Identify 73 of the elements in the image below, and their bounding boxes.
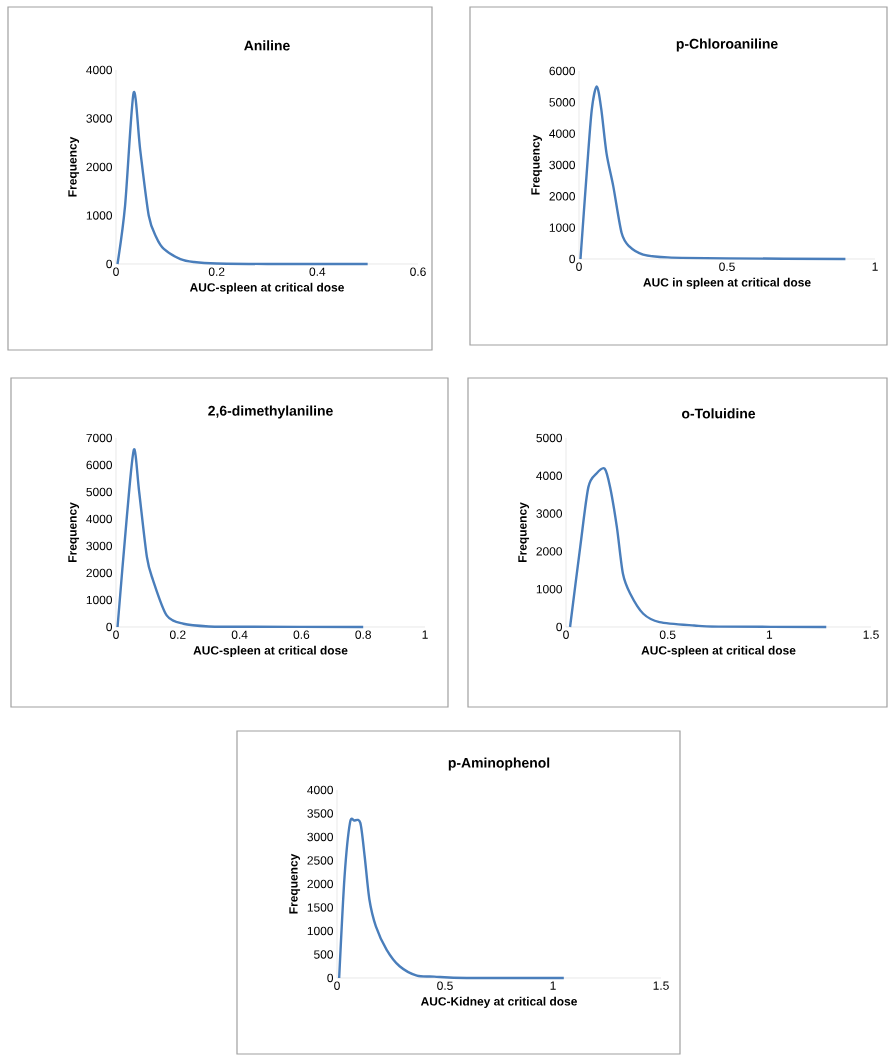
y-tick-label: 5000	[536, 433, 563, 443]
line-series	[579, 85, 847, 261]
chart-title: p-Chloroaniline	[676, 38, 778, 52]
y-tick-label: 3000	[307, 832, 334, 842]
y-tick-label: 0	[569, 254, 576, 264]
line-series	[568, 467, 828, 629]
x-tick-label: 0.2	[169, 630, 186, 639]
x-tick-label: 0.6	[293, 630, 310, 639]
y-tick-label: 3000	[86, 541, 113, 551]
chart-title: p-Aminophenol	[448, 757, 550, 771]
x-tick-label: 0.5	[719, 262, 735, 271]
y-tick-label: 4000	[86, 65, 113, 75]
x-axis-title: AUC in spleen at critical dose	[643, 277, 811, 289]
y-tick-label: 0	[327, 973, 334, 983]
x-axis-title: AUC-spleen at critical dose	[193, 645, 348, 657]
y-tick-label: 3000	[549, 160, 576, 170]
y-tick-label: 2000	[86, 568, 113, 578]
y-tick-label: 7000	[86, 433, 113, 443]
y-tick-label: 6000	[86, 460, 113, 470]
y-tick-label: 1000	[549, 223, 576, 232]
x-tick-label: 1.5	[653, 981, 669, 990]
x-tick-label: 0.6	[410, 267, 426, 276]
y-tick-label: 5000	[549, 98, 576, 107]
y-tick-label: 500	[314, 950, 334, 959]
y-axis-title: Frequency	[68, 136, 80, 197]
y-tick-label: 2000	[86, 162, 113, 172]
y-tick-label: 2000	[536, 547, 563, 556]
y-axis-title: Frequency	[518, 502, 530, 562]
x-tick-label: 1	[550, 981, 556, 990]
y-axis-title: Frequency	[289, 853, 301, 914]
y-tick-label: 3000	[86, 114, 113, 123]
x-tick-label: 0	[113, 267, 119, 276]
x-axis-title: AUC-spleen at critical dose	[641, 645, 796, 657]
y-tick-label: 3500	[307, 809, 334, 818]
x-tick-label: 0.4	[231, 630, 248, 639]
y-tick-label: 1500	[307, 903, 334, 912]
x-tick-label: 1	[766, 630, 773, 639]
x-tick-label: 0	[576, 262, 582, 271]
x-axis-title: AUC-Kidney at critical dose	[420, 996, 577, 1008]
x-tick-label: 0.4	[309, 267, 326, 276]
x-tick-label: 0.5	[659, 630, 676, 639]
y-tick-label: 4000	[307, 785, 334, 795]
x-tick-label: 0	[334, 981, 340, 990]
y-tick-label: 1000	[86, 211, 113, 220]
x-tick-label: 1.5	[863, 630, 879, 639]
y-tick-label: 2000	[307, 879, 334, 889]
y-tick-label: 2500	[307, 856, 334, 865]
x-tick-label: 0.5	[437, 981, 453, 990]
line-series	[116, 448, 365, 629]
y-tick-label: 5000	[86, 487, 113, 497]
y-tick-label: 1000	[86, 595, 113, 605]
y-axis-title: Frequency	[531, 134, 543, 195]
y-tick-label: 1000	[536, 584, 563, 594]
y-tick-label: 4000	[549, 129, 576, 138]
y-tick-label: 4000	[536, 471, 563, 481]
chart-title: o-Toluidine	[682, 408, 756, 419]
x-axis-title: AUC-spleen at critical dose	[189, 282, 344, 294]
chart-title: Aniline	[244, 40, 290, 51]
x-tick-label: 0	[113, 630, 119, 639]
y-tick-label: 2000	[549, 192, 576, 201]
y-tick-label: 1000	[307, 926, 334, 936]
line-series	[116, 91, 369, 266]
x-tick-label: 1	[872, 262, 878, 271]
y-tick-label: 0	[556, 622, 563, 632]
y-tick-label: 6000	[549, 66, 576, 76]
y-tick-label: 0	[106, 622, 113, 632]
y-tick-label: 4000	[86, 514, 113, 524]
chart-title: 2,6-dimethylaniline	[208, 405, 333, 419]
x-tick-label: 0.2	[208, 267, 225, 276]
x-tick-label: 0.8	[355, 630, 371, 639]
y-tick-label: 3000	[536, 509, 563, 518]
x-tick-label: 1	[422, 630, 428, 639]
y-axis-title: Frequency	[68, 502, 80, 562]
